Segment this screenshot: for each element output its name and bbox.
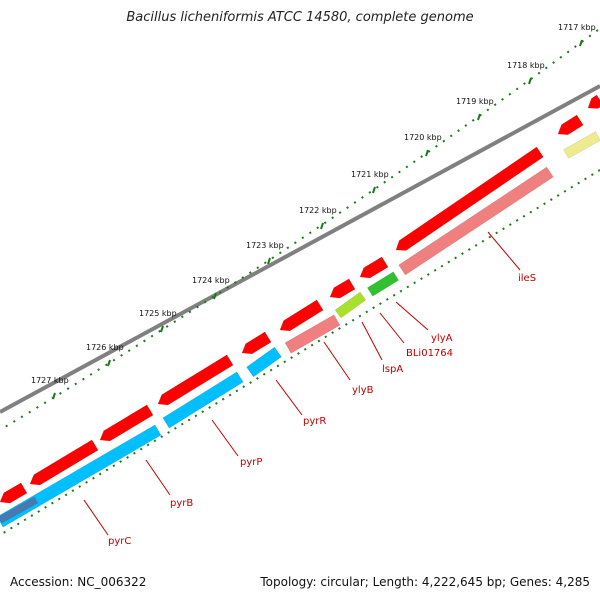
major-tick (320, 222, 324, 230)
kbp-tick-label: 1718 kbp (507, 61, 545, 70)
major-tick (477, 113, 481, 121)
label-leader-line (361, 321, 383, 361)
major-tick (107, 359, 111, 367)
kbp-tick-label: 1723 kbp (246, 241, 284, 250)
gene-ileS-forward (395, 146, 544, 251)
outer-tick-ruler (0, 29, 599, 431)
label-leader-line (379, 312, 405, 344)
label-leader-line (487, 231, 521, 271)
gene-forward (279, 299, 324, 332)
major-tick (372, 186, 376, 194)
gene-forward (329, 278, 356, 299)
gene-ileS-highlight (398, 166, 554, 276)
gene-label-pyrC: pyrC (108, 536, 131, 547)
accession-label: Accession: NC_006322 (10, 575, 147, 589)
label-leader-line (145, 459, 171, 496)
gene-ylyB (246, 346, 282, 378)
major-tick (213, 292, 217, 300)
topology-label: Topology: circular; Length: 4,222,645 bp… (260, 575, 590, 589)
gene-BLi01764 (334, 291, 367, 319)
label-leader-line (395, 301, 429, 331)
major-tick (425, 149, 429, 157)
kbp-tick-label: 1724 kbp (192, 276, 230, 285)
major-tick (579, 39, 583, 47)
label-leader-line (323, 341, 351, 381)
major-tick (52, 392, 56, 400)
label-leader-line (275, 379, 303, 416)
gene-label-ylyB: ylyB (352, 385, 374, 396)
map-title: Bacillus licheniformis ATCC 14580, compl… (126, 10, 474, 25)
major-tick (267, 257, 271, 265)
kbp-tick-label: 1725 kbp (139, 309, 177, 318)
gene-label-lspA: lspA (382, 364, 403, 375)
gene-pale (563, 131, 600, 159)
gene-forward (29, 439, 99, 486)
kbp-tick-label: 1726 kbp (86, 343, 124, 352)
gene-forward (587, 94, 600, 109)
gene-lspA (284, 314, 341, 354)
gene-forward (157, 354, 234, 406)
gene-label-ylyA: ylyA (431, 333, 453, 344)
label-leader-line (211, 419, 239, 457)
kbp-tick-label: 1721 kbp (351, 170, 389, 179)
gene-label-BLi01764: BLi01764 (406, 348, 453, 359)
gene-forward (557, 114, 584, 136)
gene-label-pyrP: pyrP (240, 457, 262, 468)
gene-label-ileS: ileS (518, 273, 536, 284)
gene-forward (99, 404, 154, 442)
gene-pyrR (162, 371, 244, 429)
gene-label-pyrR: pyrR (303, 416, 326, 427)
gene-label-pyrB: pyrB (170, 498, 193, 509)
major-tick (528, 77, 532, 85)
gene-forward (0, 482, 28, 504)
gene-forward (359, 256, 389, 279)
major-tick (160, 325, 164, 333)
kbp-tick-label: 1727 kbp (31, 376, 69, 385)
genome-backbone (0, 84, 600, 414)
gene-forward (241, 331, 272, 355)
kbp-tick-label: 1722 kbp (299, 206, 337, 215)
label-leader-line (83, 499, 109, 536)
kbp-tick-label: 1719 kbp (456, 97, 494, 106)
kbp-tick-label: 1720 kbp (404, 133, 442, 142)
gene-ylyA (367, 271, 399, 297)
gene-pyrB (0, 424, 162, 528)
kbp-tick-label: 1717 kbp (558, 23, 596, 32)
gene-pyrC-overlap (0, 496, 39, 524)
inner-tick-ruler (0, 169, 600, 536)
